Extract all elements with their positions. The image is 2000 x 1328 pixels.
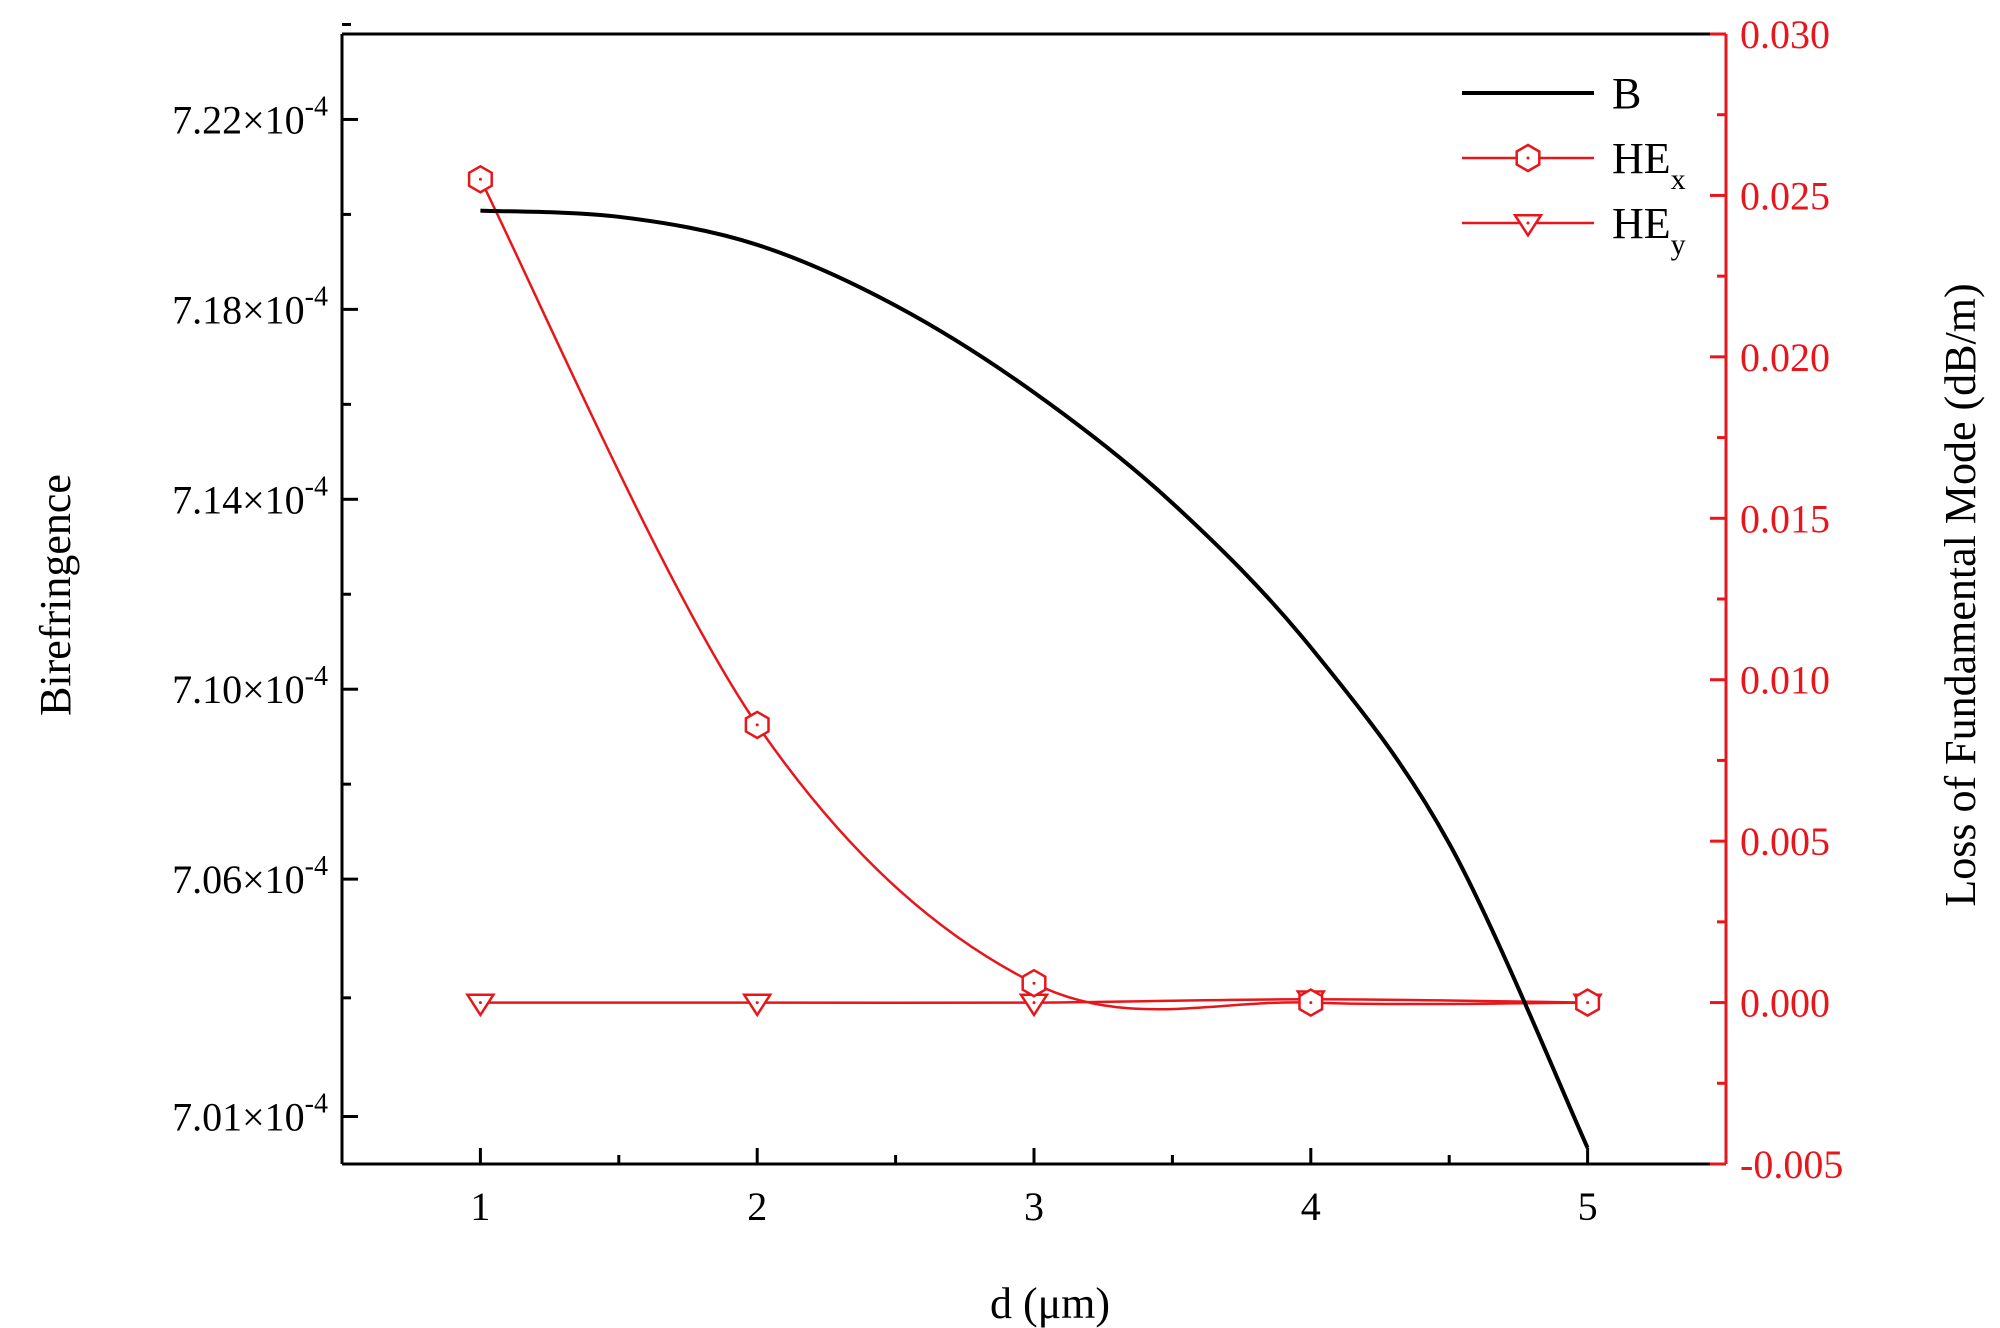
y-left-tick-mantissa: 7.01×10 [172, 1095, 305, 1140]
y-left-tick-label: 7.18×10-4 [172, 281, 328, 332]
x-axis: 1 2 3 4 5 [470, 1148, 1598, 1229]
y-left-tick-exponent: -4 [305, 91, 328, 122]
y-left-tick-exponent: -4 [305, 281, 328, 312]
y-right-tick-label: 0.010 [1740, 658, 1830, 703]
legend-label: HEx [1612, 134, 1686, 196]
data-point-marker-center-dot [1032, 1001, 1036, 1005]
data-point-marker-center-dot [478, 1001, 482, 1005]
y-left-tick-exponent: -4 [305, 1089, 328, 1120]
data-point-marker-center-dot [755, 723, 759, 727]
data-point-marker-center-dot [755, 1001, 759, 1005]
x-tick-label: 3 [1024, 1184, 1044, 1229]
legend-swatch-marker-center-dot [1526, 221, 1530, 225]
y-right-tick-label: 0.005 [1740, 819, 1830, 864]
legend-label-name: HE [1612, 199, 1671, 248]
legend-item: HEy [1462, 199, 1686, 261]
y-left-tick-label: 7.14×10-4 [172, 471, 328, 522]
y-right-tick-label: 0.015 [1740, 496, 1830, 541]
y-right-tick-label: 0.020 [1740, 335, 1830, 380]
y-left-tick-label: 7.22×10-4 [172, 91, 328, 142]
y-left-axis-title: Birefringence [31, 474, 80, 716]
y-left-tick-label: 7.01×10-4 [172, 1089, 328, 1140]
data-point-marker-center-dot [1032, 981, 1036, 985]
data-point-marker-center-dot [1586, 1001, 1590, 1005]
legend-item: B [1462, 69, 1641, 118]
data-point-marker [741, 993, 773, 1018]
legend-swatch-marker-center-dot [1526, 156, 1530, 160]
y-left-tick-mantissa: 7.18×10 [172, 287, 305, 332]
legend-label: B [1612, 69, 1641, 118]
series-1 [467, 164, 1601, 1018]
data-point-marker [465, 993, 496, 1018]
x-axis-title: d (μm) [990, 1279, 1110, 1328]
series-layer [465, 164, 1603, 1149]
y-right-axis-title: Loss of Fundamental Mode (dB/m) [1936, 283, 1985, 906]
y-right-tick-label: 0.025 [1740, 173, 1830, 218]
legend-item: HEx [1462, 134, 1686, 196]
x-tick-label: 4 [1301, 1184, 1321, 1229]
y-left-tick-exponent: -4 [305, 471, 328, 502]
y-left-tick-exponent: -4 [305, 661, 328, 692]
series-line [480, 208, 1590, 1149]
y-left-tick-mantissa: 7.06×10 [172, 857, 305, 902]
y-left-tick-mantissa: 7.22×10 [172, 97, 305, 142]
legend-label-name: HE [1612, 134, 1671, 183]
y-right-tick-label: 0.000 [1740, 981, 1830, 1026]
y-left-axis: 7.01×10-47.06×10-47.10×10-47.14×10-47.18… [172, 23, 358, 1140]
legend-swatch-marker [1512, 213, 1544, 238]
legend-label-name: B [1612, 69, 1641, 118]
legend-label-subscript: y [1671, 228, 1686, 261]
data-point-marker [1018, 993, 1050, 1018]
series-0 [480, 208, 1590, 1149]
data-point-marker-center-dot [1309, 1001, 1313, 1005]
y-left-tick-mantissa: 7.10×10 [172, 667, 305, 712]
x-tick-label: 1 [470, 1184, 490, 1229]
y-left-tick-mantissa: 7.14×10 [172, 477, 305, 522]
series-line [479, 178, 1588, 1011]
legend-label: HEy [1612, 199, 1686, 261]
data-point-marker-center-dot [478, 177, 482, 181]
legend-label-subscript: x [1671, 163, 1686, 196]
y-right-tick-label: -0.005 [1740, 1142, 1843, 1187]
y-right-axis: -0.005 0.000 0.005 0.010 0.015 0.020 0.025 0.03… [1710, 12, 1843, 1187]
y-left-tick-label: 7.06×10-4 [172, 851, 328, 902]
x-tick-label: 5 [1578, 1184, 1598, 1229]
x-tick-label: 2 [747, 1184, 767, 1229]
y-right-tick-label: 0.030 [1740, 12, 1830, 57]
y-left-tick-label: 7.10×10-4 [172, 661, 328, 712]
y-left-tick-exponent: -4 [305, 851, 328, 882]
